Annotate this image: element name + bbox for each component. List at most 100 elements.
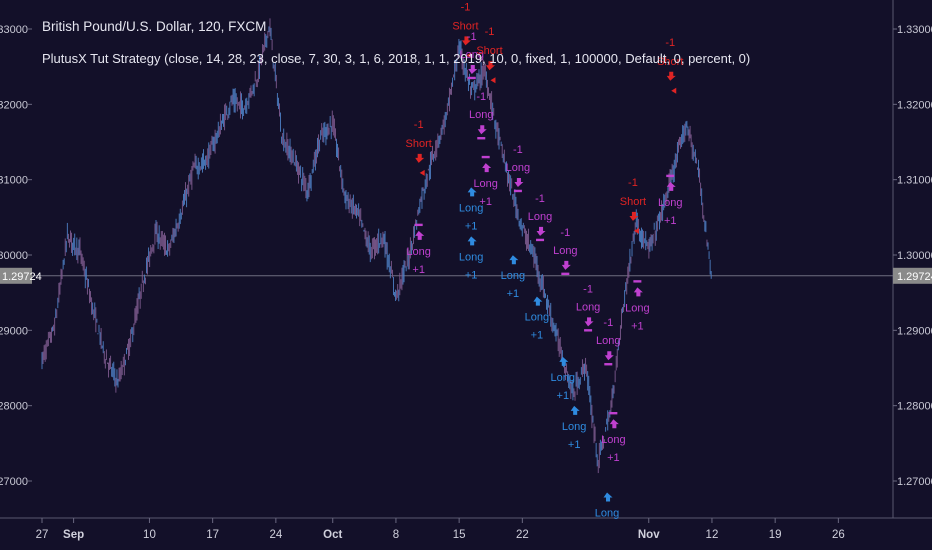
signal-qty: +1 — [557, 390, 570, 402]
signal-label: Short — [620, 196, 646, 208]
x-tick-label: 10 — [143, 529, 156, 541]
signal-qty: +1 — [507, 288, 520, 300]
signal-arrow-down-icon — [536, 226, 546, 236]
strategy-signals — [414, 36, 677, 502]
y-tick-label-right: 1.30000 — [897, 250, 932, 262]
signal-qty: +1 — [664, 215, 677, 227]
signal-label: Long — [406, 246, 430, 258]
signal-arrow-up-icon — [559, 356, 569, 366]
signal-label: Long — [528, 211, 552, 223]
signal-label: Long — [473, 178, 497, 190]
signal-qty: -1 — [414, 119, 424, 131]
y-tick-label-left: 1.27000 — [0, 476, 28, 488]
signal-label: Long — [576, 301, 600, 313]
signal-qty: -1 — [583, 283, 593, 295]
x-tick-label: 8 — [393, 529, 399, 541]
signal-qty: +1 — [412, 264, 425, 276]
signal-qty: -1 — [535, 193, 545, 205]
y-tick-label-left: 1.31000 — [0, 175, 28, 187]
signal-arrow-down-icon — [415, 153, 425, 163]
y-tick-label-left: 1.33000 — [0, 24, 28, 36]
signal-label: Long — [562, 421, 586, 433]
x-tick-label: Oct — [323, 529, 342, 541]
signal-arrow-down-icon — [561, 260, 571, 270]
x-tick-label: 12 — [706, 529, 719, 541]
signal-qty: -1 — [467, 31, 477, 43]
signal-label: Short — [476, 45, 502, 57]
signal-label: Long — [625, 302, 649, 314]
signal-label: Short — [406, 138, 432, 150]
signal-arrow-up-icon — [467, 236, 477, 246]
signal-qty: -1 — [665, 37, 675, 49]
signal-label: Long — [553, 245, 577, 257]
signal-qty: +1 — [607, 452, 620, 464]
signal-label: Long — [506, 162, 530, 174]
signal-label: Long — [601, 434, 625, 446]
y-tick-label-left: 1.32000 — [0, 99, 28, 111]
signal-arrow-up-icon — [509, 255, 519, 265]
study-title[interactable]: PlutusX Tut Strategy (close, 14, 28, 23,… — [42, 51, 751, 66]
signal-label: Long — [596, 335, 620, 347]
y-tick-label-right: 1.33000 — [897, 24, 932, 36]
signal-label: Short — [452, 20, 478, 32]
signal-arrow-down-icon — [514, 177, 524, 187]
signal-qty: +1 — [631, 320, 644, 332]
x-tick-label: Sep — [63, 529, 84, 541]
signal-label: Long — [595, 508, 619, 520]
signal-arrow-down-icon — [461, 36, 471, 46]
signal-arrow-up-icon — [482, 163, 492, 173]
signal-arrow-up-icon — [603, 492, 613, 502]
signal-arrow-up-icon — [666, 181, 676, 191]
signal-label: Short — [657, 56, 683, 68]
signal-arrow-down-icon — [477, 125, 487, 135]
x-tick-label: 26 — [832, 529, 845, 541]
signal-arrow-down-icon — [468, 64, 478, 74]
y-tick-label-left: 1.30000 — [0, 250, 28, 262]
last-price-label-left-bg — [0, 267, 32, 284]
signal-label: Long — [551, 372, 575, 384]
x-tick-label: 27 — [36, 529, 49, 541]
symbol-title[interactable]: British Pound/U.S. Dollar, 120, FXCM — [42, 19, 267, 34]
last-price-label-right-bg — [893, 267, 932, 284]
signal-qty: -1 — [560, 227, 570, 239]
signal-qty: -1 — [461, 1, 471, 13]
x-tick-label: Nov — [638, 529, 660, 541]
last-price-label-right: 1.29724 — [897, 271, 932, 283]
signal-arrow-down-icon — [629, 211, 639, 221]
signal-arrow-down-icon — [485, 61, 495, 71]
x-tick-label: 22 — [516, 529, 529, 541]
y-tick-label-left: 1.29000 — [0, 325, 28, 337]
signal-arrow-up-icon — [633, 287, 643, 297]
y-tick-label-right: 1.27000 — [897, 476, 932, 488]
x-tick-label: 15 — [453, 529, 466, 541]
signal-arrow-down-icon — [604, 351, 614, 361]
signal-label: Long — [658, 197, 682, 209]
y-tick-label-right: 1.28000 — [897, 401, 932, 413]
signal-label: Long — [501, 270, 525, 282]
y-tick-label-left: 1.28000 — [0, 401, 28, 413]
signal-arrow-up-icon — [533, 296, 543, 306]
signal-arrow-down-icon — [584, 317, 594, 327]
signal-label: Long — [459, 202, 483, 214]
last-price-label-left: 1.29724 — [2, 271, 42, 283]
signal-qty: +1 — [465, 269, 478, 281]
signal-qty: -1 — [628, 177, 638, 189]
signal-arrow-up-icon — [415, 230, 425, 240]
y-tick-label-right: 1.29000 — [897, 325, 932, 337]
signal-label: Long — [460, 49, 484, 61]
signal-qty: +1 — [479, 196, 492, 208]
signal-arrow-up-icon — [609, 419, 619, 429]
x-tick-label: 24 — [269, 529, 282, 541]
y-tick-label-right: 1.31000 — [897, 175, 932, 187]
signal-qty: +1 — [531, 330, 544, 342]
x-tick-label: 17 — [206, 529, 219, 541]
candles — [41, 18, 712, 474]
signal-entry-marker — [419, 169, 425, 176]
signal-qty: +1 — [465, 220, 478, 232]
signal-qty: +1 — [568, 439, 581, 451]
signal-qty: -1 — [485, 26, 495, 38]
signal-qty: -1 — [513, 144, 523, 156]
signal-arrow-up-icon — [467, 187, 477, 197]
x-tick-label: 19 — [769, 529, 782, 541]
